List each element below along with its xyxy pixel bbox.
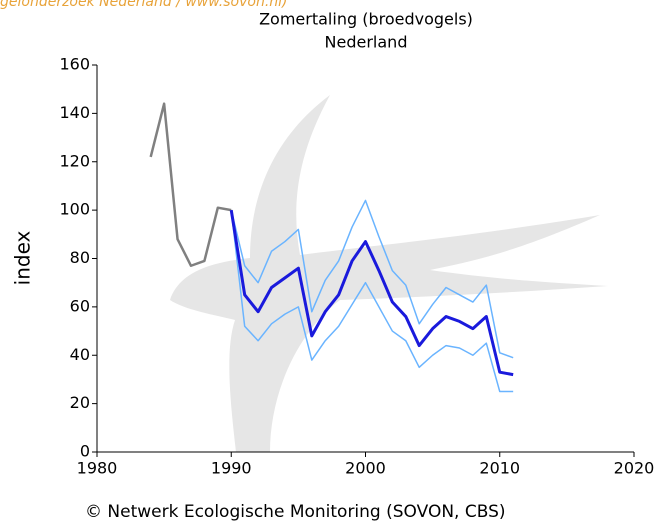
x-tick-label: 1980 — [77, 459, 118, 478]
x-tick-label: 2000 — [345, 459, 386, 478]
y-tick-label: 120 — [59, 151, 90, 170]
y-tick-label: 160 — [59, 55, 90, 74]
chart: gelonderzoek Nederland / www.sovon.nl) Z… — [0, 0, 659, 530]
chart-subtitle: Nederland — [325, 33, 408, 52]
x-tick-label: 1990 — [211, 459, 252, 478]
chart-title: Zomertaling (broedvogels) — [259, 10, 473, 29]
x-tick-label: 2010 — [479, 459, 520, 478]
footer: © Netwerk Ecologische Monitoring (SOVON,… — [85, 502, 506, 522]
y-tick-label: 20 — [70, 393, 90, 412]
x-tick-label: 2020 — [614, 459, 655, 478]
y-tick-label: 100 — [59, 200, 90, 219]
y-tick-label: 60 — [70, 296, 90, 315]
source-text: gelonderzoek Nederland / www.sovon.nl) — [0, 0, 288, 10]
bird-silhouette — [170, 95, 608, 452]
series-line — [151, 104, 232, 266]
y-tick-label: 80 — [70, 248, 90, 267]
y-tick-label: 40 — [70, 345, 90, 364]
y-axis-label: index — [11, 230, 35, 285]
y-tick-label: 140 — [59, 103, 90, 122]
